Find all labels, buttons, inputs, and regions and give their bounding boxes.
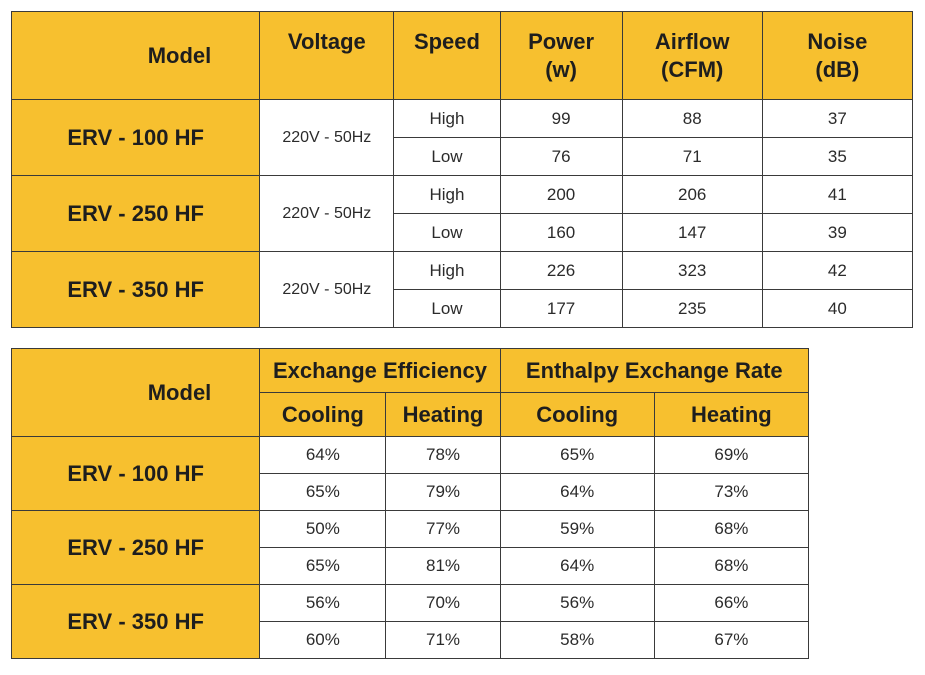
- power-header-line2: (w): [545, 56, 577, 82]
- airflow-cell: 71: [621, 137, 763, 176]
- airflow-header-line1: Airflow: [654, 29, 730, 54]
- power-header-line1: Power: [528, 29, 595, 54]
- power-cell: 226: [499, 251, 623, 290]
- noise-cell: 42: [761, 251, 914, 290]
- er-cooling-cell: 56%: [499, 584, 655, 622]
- er-cooling-cell: 64%: [499, 547, 655, 585]
- ee-heating-cell: 78%: [385, 436, 501, 474]
- table-row: Low 76 71 35: [12, 137, 914, 176]
- model-cell: ERV - 250 HF: [10, 175, 261, 252]
- specs-table: Model Voltage Speed Power (w) Airflow (CFM…: [10, 11, 914, 328]
- ee-heating-cell: 81%: [385, 547, 501, 585]
- efficiency-header-row: Model Exchange Efficiency Enthalpy Excha…: [10, 348, 810, 437]
- exchange-efficiency-header: Exchange Efficiency: [259, 348, 501, 393]
- model-cell: ERV - 250 HF: [10, 510, 261, 585]
- model-header: Model: [10, 11, 261, 100]
- airflow-cell: 88: [621, 99, 763, 138]
- ee-cooling-cell: 60%: [259, 621, 387, 659]
- er-cooling-header: Cooling: [499, 392, 655, 437]
- noise-header-line1: Noise: [807, 29, 868, 54]
- ee-cooling-cell: 65%: [259, 473, 387, 511]
- table-row: Low 160 147 39: [12, 213, 914, 252]
- noise-cell: 39: [761, 213, 914, 252]
- table-row: 65% 79% 64% 73%: [12, 473, 810, 511]
- table-row: Low 177 235 40: [12, 289, 914, 328]
- model-cell: ERV - 100 HF: [10, 99, 261, 176]
- airflow-header-line2: (CFM): [661, 56, 724, 82]
- model-header: Model: [10, 348, 261, 437]
- er-heating-cell: 66%: [653, 584, 810, 622]
- voltage-cell: 220V - 50Hz: [259, 99, 395, 176]
- efficiency-subheader-row: Cooling Heating Cooling Heating: [12, 392, 810, 437]
- noise-header: Noise (dB): [761, 11, 914, 100]
- speed-cell: High: [393, 175, 501, 214]
- specs-header-row: Model Voltage Speed Power (w) Airflow (CFM…: [10, 11, 914, 100]
- noise-cell: 40: [761, 289, 914, 328]
- noise-cell: 35: [761, 137, 914, 176]
- speed-cell: High: [393, 99, 501, 138]
- er-heating-cell: 73%: [653, 473, 810, 511]
- table-row: 60% 71% 58% 67%: [12, 621, 810, 659]
- airflow-cell: 147: [621, 213, 763, 252]
- speed-cell: Low: [393, 289, 501, 328]
- ee-heating-cell: 77%: [385, 510, 501, 548]
- power-cell: 76: [499, 137, 623, 176]
- table-row: ERV - 350 HF 220V - 50Hz High 226 323 42: [10, 251, 914, 328]
- power-cell: 200: [499, 175, 623, 214]
- ee-cooling-cell: 50%: [259, 510, 387, 548]
- table-row: ERV - 100 HF 64% 78% 65% 69%: [10, 436, 810, 511]
- speed-header: Speed: [393, 11, 501, 100]
- table-row: ERV - 250 HF 220V - 50Hz High 200 206 41: [10, 175, 914, 252]
- power-cell: 177: [499, 289, 623, 328]
- ee-heating-header: Heating: [385, 392, 501, 437]
- speed-cell: High: [393, 251, 501, 290]
- efficiency-table: Model Exchange Efficiency Enthalpy Excha…: [10, 348, 810, 659]
- ee-cooling-header: Cooling: [259, 392, 387, 437]
- ee-cooling-cell: 64%: [259, 436, 387, 474]
- ee-cooling-cell: 56%: [259, 584, 387, 622]
- ee-cooling-cell: 65%: [259, 547, 387, 585]
- power-cell: 99: [499, 99, 623, 138]
- er-heating-cell: 67%: [653, 621, 810, 659]
- airflow-cell: 323: [621, 251, 763, 290]
- voltage-cell: 220V - 50Hz: [259, 175, 395, 252]
- er-cooling-cell: 58%: [499, 621, 655, 659]
- er-heating-cell: 68%: [653, 547, 810, 585]
- ee-heating-cell: 70%: [385, 584, 501, 622]
- table-row: ERV - 100 HF 220V - 50Hz High 99 88 37: [10, 99, 914, 176]
- noise-cell: 41: [761, 175, 914, 214]
- model-cell: ERV - 350 HF: [10, 251, 261, 328]
- er-heating-cell: 69%: [653, 436, 810, 474]
- table-row: ERV - 250 HF 50% 77% 59% 68%: [10, 510, 810, 585]
- power-cell: 160: [499, 213, 623, 252]
- er-cooling-cell: 65%: [499, 436, 655, 474]
- voltage-header: Voltage: [259, 11, 395, 100]
- er-cooling-cell: 59%: [499, 510, 655, 548]
- er-cooling-cell: 64%: [499, 473, 655, 511]
- model-cell: ERV - 350 HF: [10, 584, 261, 659]
- power-header: Power (w): [499, 11, 623, 100]
- model-cell: ERV - 100 HF: [10, 436, 261, 511]
- speed-cell: Low: [393, 213, 501, 252]
- ee-heating-cell: 79%: [385, 473, 501, 511]
- noise-cell: 37: [761, 99, 914, 138]
- voltage-cell: 220V - 50Hz: [259, 251, 395, 328]
- table-row: ERV - 350 HF 56% 70% 56% 66%: [10, 584, 810, 659]
- speed-cell: Low: [393, 137, 501, 176]
- ee-heating-cell: 71%: [385, 621, 501, 659]
- airflow-cell: 235: [621, 289, 763, 328]
- airflow-cell: 206: [621, 175, 763, 214]
- airflow-header: Airflow (CFM): [621, 11, 763, 100]
- noise-header-line2: (dB): [815, 56, 860, 82]
- enthalpy-exchange-rate-header: Enthalpy Exchange Rate: [499, 348, 810, 393]
- table-row: 65% 81% 64% 68%: [12, 547, 810, 585]
- er-heating-cell: 68%: [653, 510, 810, 548]
- er-heating-header: Heating: [653, 392, 810, 437]
